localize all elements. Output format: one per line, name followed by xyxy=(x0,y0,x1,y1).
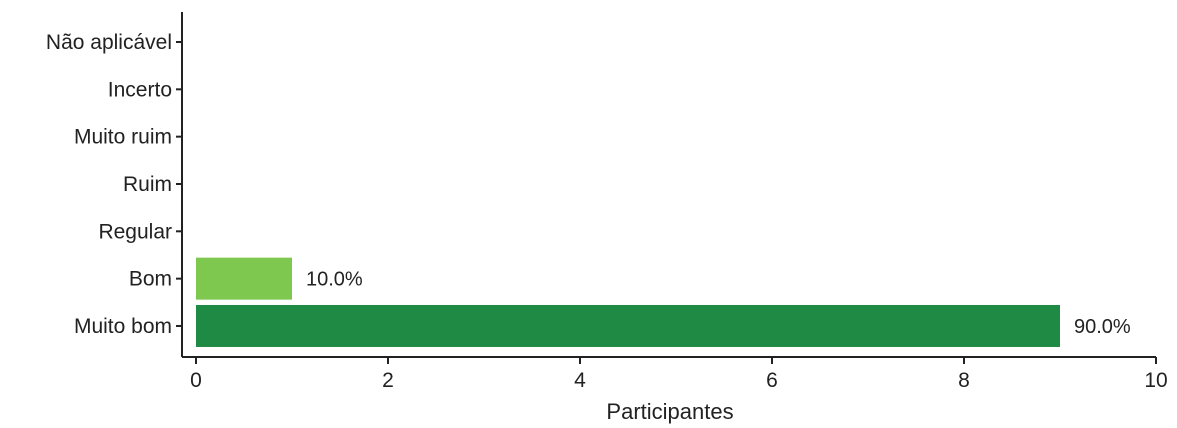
x-tick-label: 4 xyxy=(574,369,586,392)
y-tick-label: Muito bom xyxy=(74,315,172,338)
y-tick-label: Incerto xyxy=(108,78,172,101)
y-axis-ticks: Não aplicável Incerto Muito ruim Ruim Regula… xyxy=(46,31,182,338)
x-axis-title: Participantes xyxy=(606,399,733,424)
y-tick-label: Ruim xyxy=(123,173,172,196)
bar-data-label: 10.0% xyxy=(306,269,363,291)
bar-muito-bom xyxy=(196,304,1060,347)
bar-bom xyxy=(196,257,292,300)
x-tick-label: 6 xyxy=(766,369,778,392)
y-tick-label: Bom xyxy=(129,268,172,291)
plot-area: 10.0% 90.0% xyxy=(196,257,1131,347)
x-tick-label: 10 xyxy=(1144,369,1167,392)
y-tick-label: Não aplicável xyxy=(46,31,172,54)
x-tick-label: 0 xyxy=(190,369,202,392)
y-tick-label: Regular xyxy=(98,220,172,243)
x-axis-ticks: 0 2 4 6 8 10 xyxy=(190,357,1168,392)
x-tick-label: 2 xyxy=(382,369,394,392)
bar-data-label: 90.0% xyxy=(1074,316,1131,338)
y-tick-label: Muito ruim xyxy=(74,126,172,149)
x-tick-label: 8 xyxy=(958,369,970,392)
